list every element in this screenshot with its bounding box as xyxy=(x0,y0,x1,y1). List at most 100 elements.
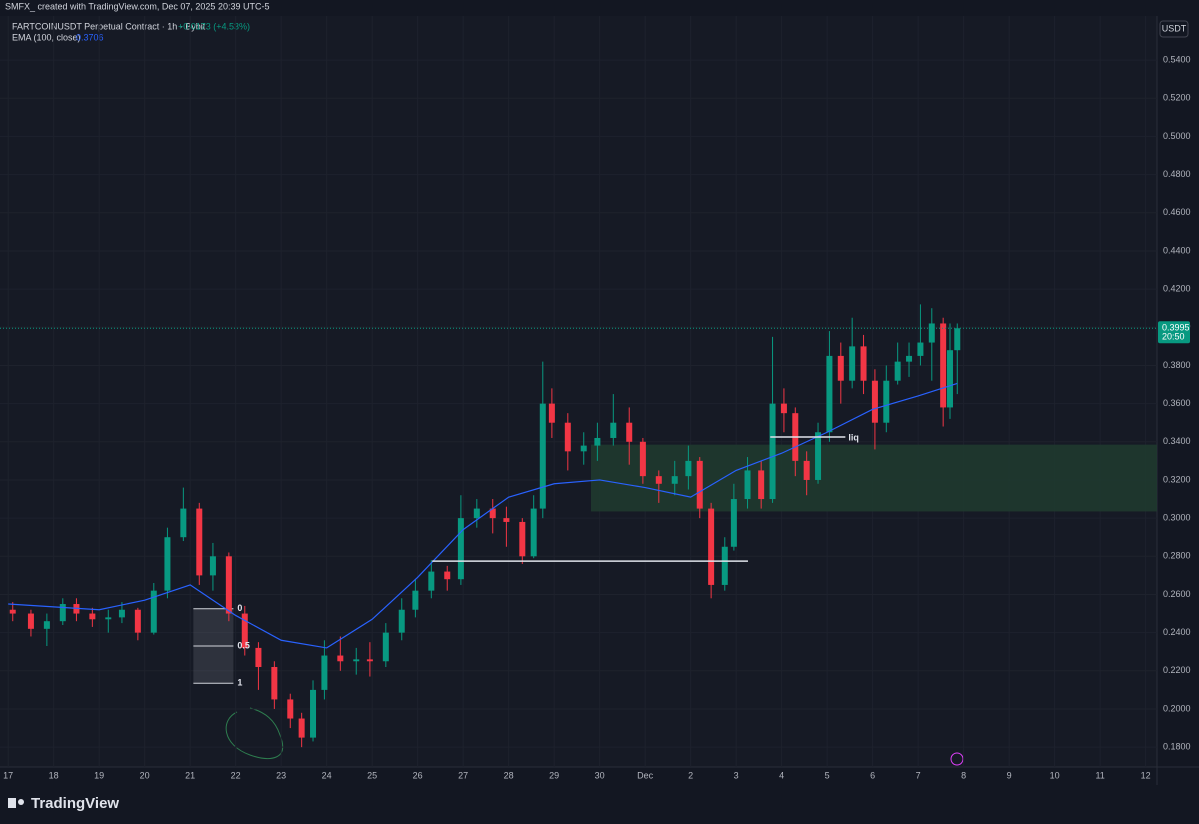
candle-body xyxy=(906,355,913,362)
x-tick-label: 20 xyxy=(140,770,150,780)
candle-body xyxy=(444,571,451,580)
level-label: liq xyxy=(848,432,859,442)
x-tick-label: 21 xyxy=(185,770,195,780)
candle-body xyxy=(769,403,776,500)
alert-icon[interactable] xyxy=(950,752,964,766)
candle-body xyxy=(321,655,328,690)
candle-body xyxy=(428,571,435,591)
x-tick-label: 17 xyxy=(3,770,13,780)
x-tick-label: 24 xyxy=(322,770,332,780)
candle-body xyxy=(849,346,856,381)
candle-body xyxy=(43,621,50,629)
candle-body xyxy=(27,613,34,629)
y-tick-label: 0.2800 xyxy=(1163,551,1191,561)
ema-line xyxy=(8,382,958,649)
candle-body xyxy=(241,613,248,648)
candle-body xyxy=(826,355,833,433)
x-tick-label: 8 xyxy=(961,770,966,780)
candle-body xyxy=(803,460,810,480)
plot-area xyxy=(0,16,1157,767)
y-tick-label: 0.2200 xyxy=(1163,665,1191,675)
x-tick-label: 30 xyxy=(595,770,605,780)
candle-body xyxy=(744,470,751,500)
candle-body xyxy=(758,470,765,500)
currency-button[interactable] xyxy=(1159,20,1189,38)
currency[interactable]: USDT xyxy=(1162,23,1187,33)
x-tick-label: Dec xyxy=(637,770,654,780)
candle-body xyxy=(503,518,510,522)
symbol: FARTCOINUSDT Perpetual Contract · 1h · B… xyxy=(12,21,206,31)
candle-body xyxy=(655,476,662,484)
x-tick-label: 25 xyxy=(367,770,377,780)
candle-body xyxy=(489,508,496,519)
candle-body xyxy=(164,537,171,591)
candle-body xyxy=(685,460,692,477)
candle-body xyxy=(310,689,317,738)
x-tick-label: 23 xyxy=(276,770,286,780)
fib-label: 0.5 xyxy=(237,640,250,650)
x-tick-label: 11 xyxy=(1095,770,1104,780)
candle-body xyxy=(721,546,728,585)
candle-body xyxy=(105,617,112,620)
watermark: SMFX_ created with TradingView.com, Dec … xyxy=(5,1,269,11)
y-tick-label: 0.5000 xyxy=(1163,131,1191,141)
y-tick-label: 0.3000 xyxy=(1163,513,1191,523)
candle-body xyxy=(626,422,633,442)
x-tick-label: 27 xyxy=(458,770,468,780)
change: +0.0173 (+4.53%) xyxy=(178,21,250,31)
candle-body xyxy=(209,556,216,576)
candle-body xyxy=(639,441,646,477)
x-tick-label: 10 xyxy=(1050,770,1060,780)
candle-body xyxy=(353,659,360,662)
y-tick-label: 0.2600 xyxy=(1163,589,1191,599)
candle-body xyxy=(780,403,787,414)
candle-body xyxy=(298,718,305,738)
y-tick-label: 0.1800 xyxy=(1163,742,1191,752)
plot-layer xyxy=(0,16,1157,767)
candle-body xyxy=(837,355,844,381)
candle-body xyxy=(59,604,66,622)
candle-body xyxy=(134,609,141,633)
candle-body xyxy=(815,432,822,480)
candle-body xyxy=(9,609,16,614)
drawing xyxy=(225,707,284,759)
candle-body xyxy=(225,556,232,614)
candle-body xyxy=(412,590,419,610)
candle-body xyxy=(337,655,344,662)
candle-body xyxy=(894,361,901,381)
y-tick-label: 0.3800 xyxy=(1163,360,1191,370)
candle-body xyxy=(917,342,924,356)
candle-body xyxy=(883,380,890,423)
y-tick-label: 0.4400 xyxy=(1163,245,1191,255)
candle-body xyxy=(730,499,737,547)
price-label: 0.3995 xyxy=(1162,323,1190,333)
candle-body xyxy=(928,323,935,343)
candle-body xyxy=(287,699,294,719)
candle-body xyxy=(366,659,373,662)
fib-label: 1 xyxy=(237,678,242,688)
x-tick-label: 6 xyxy=(870,770,875,780)
y-tick-label: 0.5200 xyxy=(1163,93,1191,103)
x-tick-label: 28 xyxy=(504,770,514,780)
y-tick-label: 0.5400 xyxy=(1163,54,1191,64)
brand: TradingView xyxy=(31,795,119,812)
y-tick-label: 0.3200 xyxy=(1163,474,1191,484)
y-tick-label: 0.2400 xyxy=(1163,627,1191,637)
x-tick-label: 5 xyxy=(825,770,830,780)
y-tick-label: 0.4600 xyxy=(1163,207,1191,217)
x-tick-label: 7 xyxy=(916,770,921,780)
countdown: 20:50 xyxy=(1162,332,1185,342)
candle-body xyxy=(696,460,703,509)
candle-body xyxy=(946,350,953,408)
candle-body xyxy=(271,666,278,700)
candle-body xyxy=(671,476,678,484)
candle-body xyxy=(473,508,480,519)
y-tick-label: 0.2000 xyxy=(1163,703,1191,713)
candle-body xyxy=(860,346,867,381)
y-tick-label: 0.3400 xyxy=(1163,436,1191,446)
x-tick-label: 2 xyxy=(688,770,693,780)
indicator-value: 0.3706 xyxy=(76,32,104,42)
candle-body xyxy=(398,609,405,633)
x-tick-label: 12 xyxy=(1141,770,1151,780)
